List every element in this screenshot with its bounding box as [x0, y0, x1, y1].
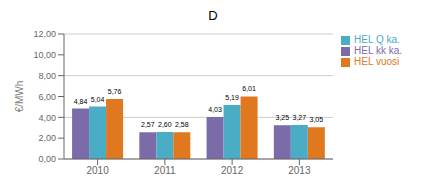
svg-text:0,00: 0,00	[38, 154, 56, 164]
svg-text:5,76: 5,76	[108, 88, 122, 95]
svg-text:2010: 2010	[87, 165, 110, 176]
svg-text:2,57: 2,57	[141, 121, 155, 128]
svg-text:6,01: 6,01	[242, 85, 256, 92]
svg-text:2,60: 2,60	[158, 121, 172, 128]
svg-text:6,00: 6,00	[38, 92, 56, 102]
svg-text:5,04: 5,04	[91, 96, 105, 103]
svg-text:4,84: 4,84	[74, 98, 88, 105]
svg-text:2013: 2013	[288, 165, 311, 176]
svg-text:2,58: 2,58	[175, 121, 189, 128]
svg-text:5,19: 5,19	[225, 94, 239, 101]
svg-text:€/MWh: €/MWh	[14, 81, 25, 113]
svg-text:10,00: 10,00	[33, 50, 56, 60]
svg-text:12,00: 12,00	[33, 29, 56, 39]
html-text:HEL vuosi: HEL vuosi	[354, 56, 400, 67]
svg-text:4,00: 4,00	[38, 113, 56, 123]
svg-text:4,03: 4,03	[208, 106, 222, 113]
svg-text:2,00: 2,00	[38, 133, 56, 143]
svg-text:8,00: 8,00	[38, 71, 56, 81]
html-text:D: D	[208, 8, 218, 23]
svg-text:3,27: 3,27	[293, 114, 307, 121]
svg-text:2012: 2012	[221, 165, 244, 176]
html-text:HEL Q ka.: HEL Q ka.	[354, 34, 400, 45]
html-text:HEL kk ka.: HEL kk ka.	[354, 45, 402, 56]
svg-text:2011: 2011	[154, 165, 176, 176]
svg-text:3,25: 3,25	[276, 114, 290, 121]
svg-text:3,05: 3,05	[310, 116, 324, 123]
